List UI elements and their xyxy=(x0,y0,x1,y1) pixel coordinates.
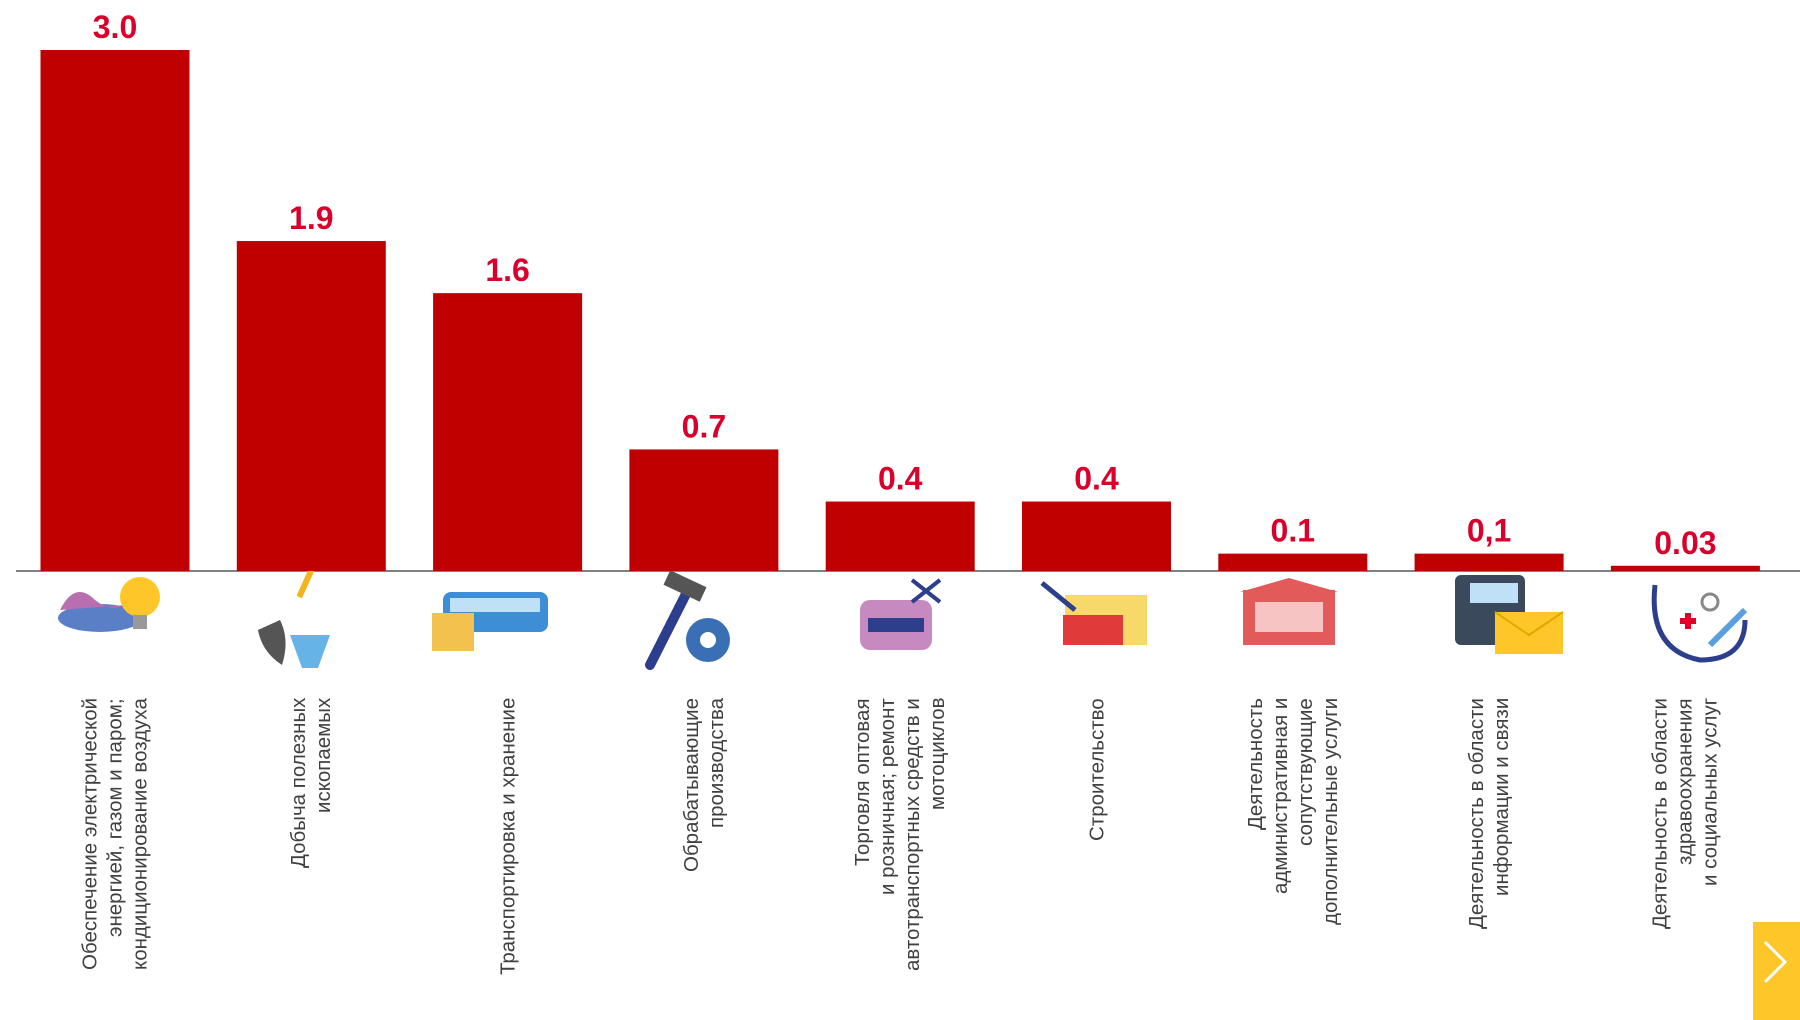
category-label: Обрабатывающие производства xyxy=(679,698,728,872)
category-label: Обеспечение электрической энергией, газо… xyxy=(78,698,152,971)
icon-construction xyxy=(1040,581,1147,645)
icons xyxy=(58,568,1748,670)
category-label: Деятельность в области информации и связ… xyxy=(1465,698,1514,929)
category-label: Торговля оптовая и розничная; ремонт авт… xyxy=(851,698,950,971)
bar xyxy=(236,241,386,572)
icon-communication xyxy=(1455,575,1564,654)
value-label: 3.0 xyxy=(93,9,137,45)
icon-health xyxy=(1651,584,1748,663)
bar xyxy=(433,293,583,571)
value-label: 0.1 xyxy=(1271,513,1315,549)
icon-admin xyxy=(1240,578,1338,645)
category-label: Деятельность в области здравоохранения и… xyxy=(1648,698,1722,929)
value-label: 0,1 xyxy=(1467,513,1511,549)
value-label: 0.4 xyxy=(1074,461,1119,497)
icon-trade xyxy=(860,578,942,650)
value-label: 1.6 xyxy=(485,252,529,288)
bar xyxy=(629,449,779,571)
icon-energy xyxy=(58,577,160,632)
value-label: 1.9 xyxy=(289,200,333,236)
value-label: 0.4 xyxy=(878,461,923,497)
category-label: Деятельность административная и сопутств… xyxy=(1243,698,1342,926)
bar xyxy=(1022,501,1171,571)
bar xyxy=(1610,565,1760,571)
bar xyxy=(1218,553,1368,571)
category-label: Добыча полезных ископаемых xyxy=(287,698,336,869)
bar xyxy=(40,50,190,571)
next-button[interactable] xyxy=(1753,922,1800,1020)
category-label: Транспортировка и хранение xyxy=(496,698,520,976)
next-chevron xyxy=(1763,940,1788,984)
icon-transport xyxy=(432,592,548,651)
bar xyxy=(1414,553,1564,571)
bar xyxy=(825,501,975,571)
icon-mining xyxy=(258,568,330,668)
value-label: 0.7 xyxy=(682,408,726,444)
category-label: Строительство xyxy=(1085,698,1108,841)
icon-manufacturing xyxy=(645,570,730,670)
value-label: 0.03 xyxy=(1654,525,1716,561)
